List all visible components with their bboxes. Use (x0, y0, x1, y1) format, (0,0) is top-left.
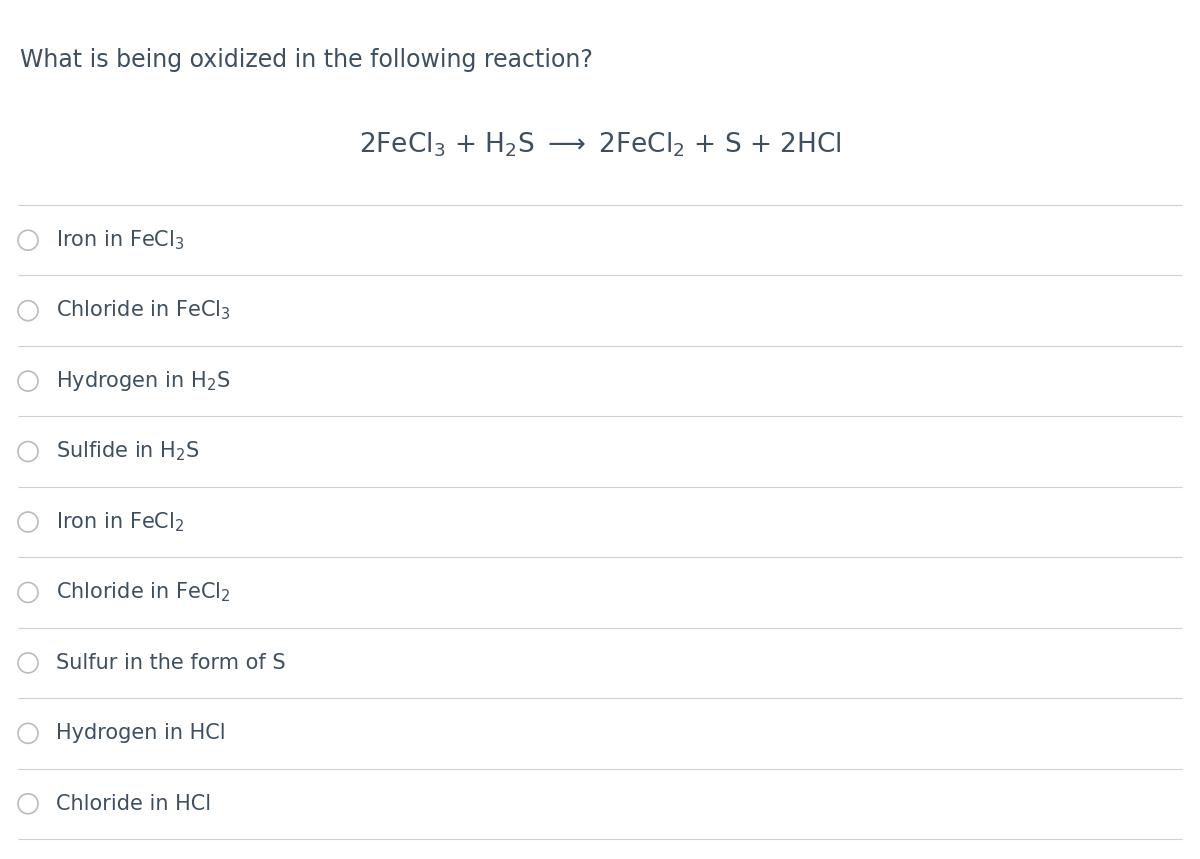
Text: Hydrogen in HCl: Hydrogen in HCl (56, 723, 226, 743)
Text: Chloride in FeCl$_3$: Chloride in FeCl$_3$ (56, 299, 230, 322)
Text: Sulfur in the form of S: Sulfur in the form of S (56, 653, 286, 673)
Text: Iron in FeCl$_2$: Iron in FeCl$_2$ (56, 510, 185, 533)
Text: Sulfide in H$_2$S: Sulfide in H$_2$S (56, 440, 199, 463)
Text: Iron in FeCl$_3$: Iron in FeCl$_3$ (56, 228, 185, 252)
Text: 2FeCl$_3$ + H$_2$S $\longrightarrow$ 2FeCl$_2$ + S + 2HCl: 2FeCl$_3$ + H$_2$S $\longrightarrow$ 2Fe… (359, 131, 841, 159)
Text: Hydrogen in H$_2$S: Hydrogen in H$_2$S (56, 369, 230, 393)
Text: Chloride in HCl: Chloride in HCl (56, 794, 211, 813)
Text: Chloride in FeCl$_2$: Chloride in FeCl$_2$ (56, 581, 230, 604)
Text: What is being oxidized in the following reaction?: What is being oxidized in the following … (20, 48, 593, 72)
